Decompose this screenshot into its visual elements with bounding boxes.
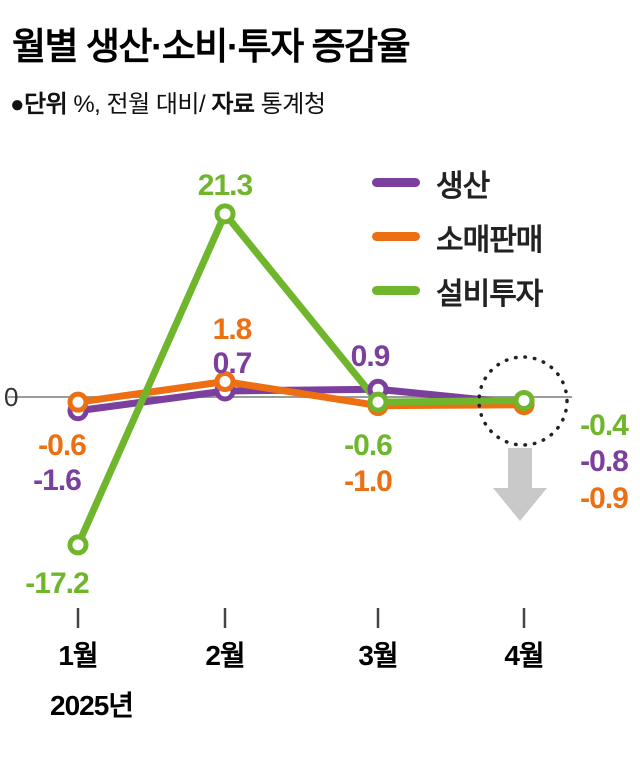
value-label-production-4월: -0.8 [580,445,629,478]
value-label-production-3월: 0.9 [350,340,391,373]
value-label-retail-sales-2월: 1.8 [212,313,253,346]
legend-item-retail-sales: 소매판매 [372,218,543,257]
value-label-equipment-investment-3월: -0.6 [344,429,393,462]
production-line-swatch [372,178,420,187]
value-label-equipment-investment-4월: -0.4 [580,409,629,442]
highlight-dotted-circle [477,355,569,447]
value-label-retail-sales-1월: -0.6 [38,429,87,462]
month-label-4: 4월 [504,640,544,671]
legend-label: 소매판매 [436,223,543,257]
marker-equipment-investment-4월 [513,389,535,411]
zero-axis-label: 0 [4,382,19,412]
value-label-production-2월: 0.7 [212,347,253,380]
legend-item-equipment-investment: 설비투자 [372,272,543,311]
chart-legend: 생산 소매판매 설비투자 [372,164,543,326]
equipment-investment-line-swatch [372,286,420,295]
source-value: 통계청 [254,91,326,118]
marker-retail-sales-1월 [67,391,89,413]
month-label-2: 2월 [205,640,245,671]
year-label: 2025년 [50,690,134,721]
value-label-retail-sales-3월: -1.0 [344,465,393,498]
value-label-production-1월: -1.6 [33,464,82,497]
value-label-retail-sales-4월: -0.9 [580,482,629,515]
month-label-1: 1월 [58,640,98,671]
legend-label: 생산 [436,169,490,203]
value-label-equipment-investment-1월: -17.2 [25,567,89,600]
retail-sales-line-swatch [372,232,420,241]
marker-equipment-investment-1월 [67,534,89,556]
page-title: 월별 생산·소비·투자 증감율 [12,26,411,67]
month-label-3: 3월 [358,640,398,671]
unit-label: ●단위 [10,91,68,118]
series-line-equipment-investment [74,210,528,549]
marker-equipment-investment-2월 [214,203,236,225]
subtitle: ●단위 %, 전월 대비/ 자료 통계청 [10,84,326,119]
marker-retail-sales-2월 [214,371,236,393]
value-label-equipment-investment-2월: 21.3 [197,169,253,202]
unit-text: %, 전월 대비/ [67,91,212,118]
legend-label: 설비투자 [436,277,543,311]
marker-equipment-investment-3월 [367,391,389,413]
source-label: 자료 [211,91,255,118]
series-line-retail-sales [74,378,528,410]
down-arrow [493,448,547,521]
legend-item-production: 생산 [372,164,542,203]
